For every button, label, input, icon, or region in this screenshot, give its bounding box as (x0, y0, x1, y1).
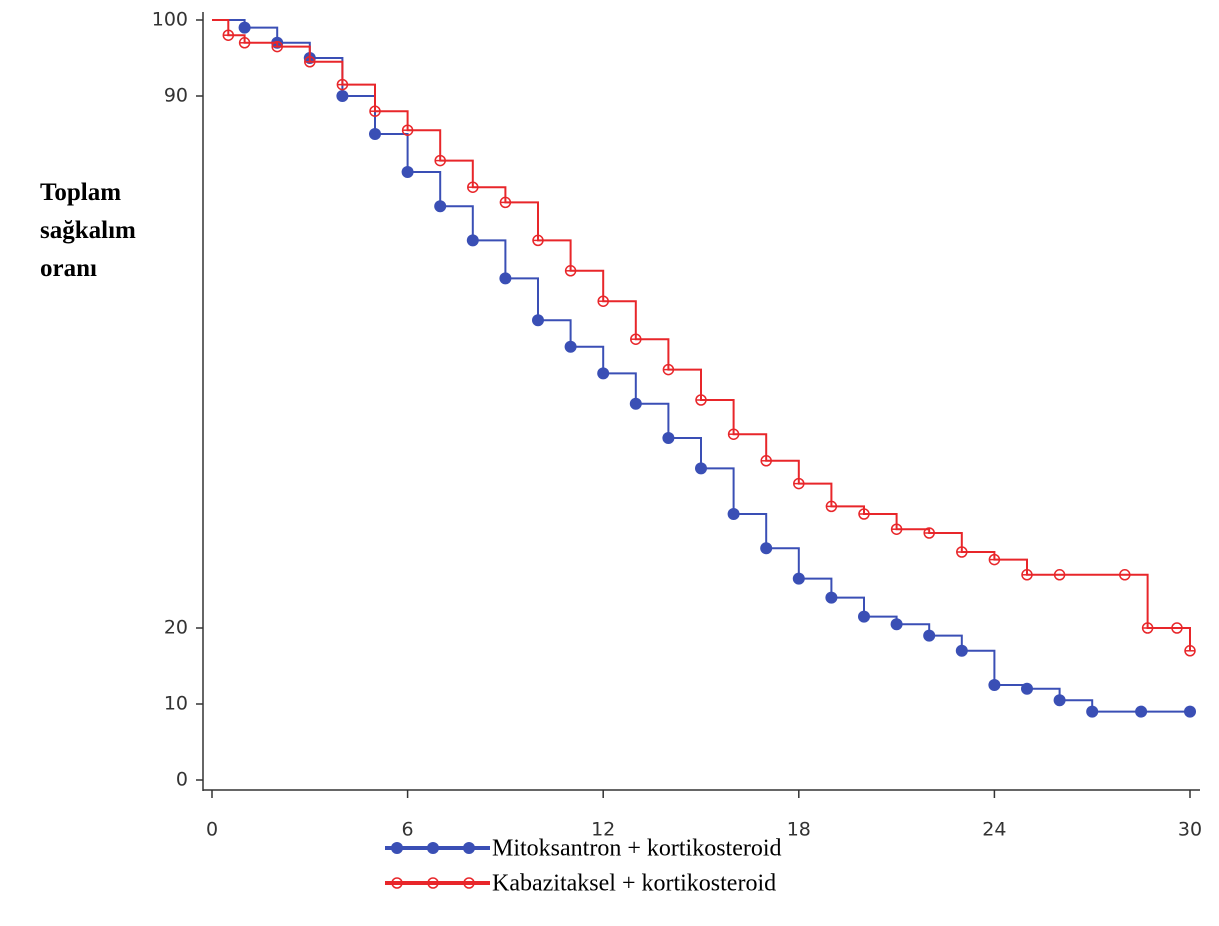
censor-marker (391, 877, 403, 889)
survival-line (212, 19, 1191, 651)
y-tick-label: 90 (164, 85, 188, 107)
censor-marker (1053, 569, 1066, 581)
censor-marker (597, 295, 609, 307)
censor-marker (336, 90, 349, 102)
censor-marker (271, 40, 283, 53)
censor-marker (532, 314, 544, 327)
censor-marker (222, 29, 235, 41)
censor-marker (427, 842, 439, 854)
censor-marker (727, 508, 740, 520)
x-tick-label: 30 (1178, 819, 1202, 841)
y-tick-label: 0 (176, 769, 188, 791)
y-label-line: oranı (40, 255, 97, 282)
survival-line (212, 19, 1190, 713)
censor-marker (463, 842, 475, 854)
censor-marker (695, 394, 707, 406)
censor-marker (792, 572, 805, 585)
censor-marker (1171, 622, 1183, 634)
censor-marker (1053, 694, 1066, 707)
censor-marker (858, 508, 870, 520)
y-tick-label: 100 (152, 9, 188, 31)
censor-marker (1021, 569, 1033, 581)
censor-marker (825, 500, 838, 513)
censor-marker (238, 37, 251, 49)
censor-marker (304, 56, 316, 68)
censor-marker (629, 397, 642, 410)
censor-marker (1119, 569, 1131, 581)
censor-marker (760, 455, 772, 467)
censor-marker (923, 629, 936, 642)
censor-marker (466, 234, 479, 247)
censor-marker (238, 21, 251, 34)
censor-marker (369, 128, 381, 140)
censor-marker (890, 618, 903, 631)
censor-marker (988, 553, 1001, 566)
x-tick-label: 6 (402, 819, 414, 841)
censor-marker (1141, 622, 1154, 634)
censor-marker (727, 428, 740, 440)
censor-marker (391, 842, 403, 854)
censor-marker (564, 340, 577, 353)
y-label-line: sağkalım (40, 217, 136, 244)
censor-marker (401, 124, 414, 136)
censor-marker (336, 78, 349, 91)
censor-marker (499, 196, 512, 209)
legend-label: Kabazitaksel + kortikosteroid (492, 871, 776, 897)
legend-label: Mitoksantron + kortikosteroid (492, 836, 782, 862)
censor-marker (1184, 645, 1196, 657)
censor-marker (434, 154, 446, 167)
censor-marker (532, 234, 544, 247)
x-tick-label: 18 (787, 819, 811, 841)
censor-marker (597, 367, 610, 380)
x-tick-label: 24 (982, 819, 1006, 841)
censor-marker (662, 432, 675, 444)
censor-marker (1184, 705, 1196, 718)
y-label-line: Toplam (40, 179, 121, 206)
censor-marker (825, 591, 838, 604)
x-tick-label: 0 (206, 819, 218, 841)
censor-marker (890, 523, 903, 535)
censor-marker (955, 644, 968, 657)
x-tick-label: 12 (591, 819, 615, 841)
censor-marker (467, 181, 479, 193)
censor-marker (858, 610, 870, 623)
censor-marker (793, 477, 805, 490)
censor-marker (499, 272, 512, 285)
censor-marker (1021, 682, 1033, 695)
censor-marker (564, 265, 577, 277)
y-axis-label: Toplam sağkalım oranı (40, 179, 136, 282)
censor-marker (369, 105, 381, 117)
censor-marker (988, 679, 1001, 691)
censor-marker (427, 877, 439, 889)
censor-marker (695, 462, 707, 475)
censor-marker (1135, 705, 1148, 718)
censor-marker (434, 200, 447, 213)
censor-marker (956, 546, 968, 558)
censor-marker (662, 363, 675, 376)
censor-marker (1086, 705, 1099, 718)
censor-marker (401, 166, 414, 178)
censor-marker (630, 333, 642, 345)
censor-marker (923, 527, 935, 539)
y-tick-label: 10 (164, 693, 188, 715)
y-tick-label: 20 (164, 617, 188, 639)
censor-marker (760, 542, 773, 555)
censor-marker (463, 877, 475, 889)
